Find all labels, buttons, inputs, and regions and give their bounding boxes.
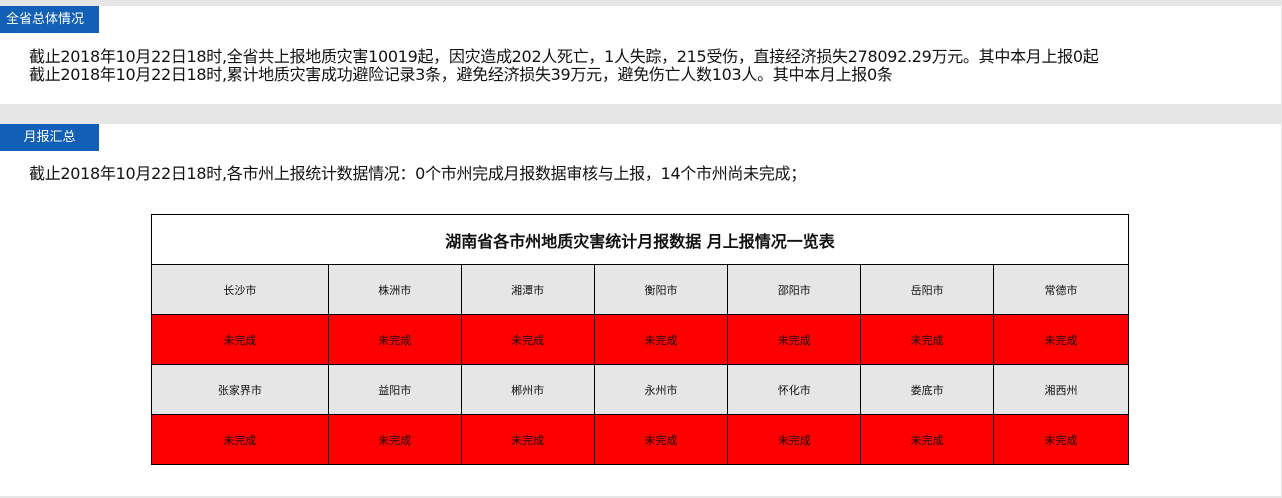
status-cell: 未完成 [593,414,729,465]
city-row: 长沙市 株洲市 湘潭市 衡阳市 邵阳市 岳阳市 常德市 [151,264,1129,315]
status-row: 未完成 未完成 未完成 未完成 未完成 未完成 未完成 [151,414,1129,465]
status-cell: 未完成 [860,314,995,365]
status-cell: 未完成 [593,314,729,365]
city-cell: 长沙市 [151,264,329,315]
status-cell: 未完成 [993,314,1129,365]
status-cell: 未完成 [727,314,862,365]
status-cell: 未完成 [460,314,595,365]
city-cell: 湘潭市 [460,264,595,315]
city-row: 张家界市 益阳市 郴州市 永州市 怀化市 娄底市 湘西州 [151,364,1129,415]
status-cell: 未完成 [151,314,329,365]
city-cell: 永州市 [593,364,729,415]
status-cell: 未完成 [327,414,462,465]
status-cell: 未完成 [727,414,862,465]
city-cell: 常德市 [993,264,1129,315]
overview-line-2: 截止2018年10月22日18时,累计地质灾害成功避险记录3条，避免经济损失39… [29,65,893,84]
city-cell: 郴州市 [460,364,595,415]
monthly-section: 月报汇总 截止2018年10月22日18时,各市州上报统计数据情况：0个市州完成… [0,124,1281,496]
status-cell: 未完成 [460,414,595,465]
city-cell: 邵阳市 [727,264,862,315]
city-cell: 张家界市 [151,364,329,415]
report-status-table: 湖南省各市州地质灾害统计月报数据 月上报情况一览表 长沙市 株洲市 湘潭市 衡阳市 邵阳… [151,214,1129,465]
status-cell: 未完成 [993,414,1129,465]
status-row: 未完成 未完成 未完成 未完成 未完成 未完成 未完成 [151,314,1129,365]
overview-section: 全省总体情况 截止2018年10月22日18时,全省共上报地质灾害10019起，… [0,6,1281,104]
overview-tag: 全省总体情况 [0,6,99,33]
monthly-tag: 月报汇总 [0,124,99,151]
status-cell: 未完成 [151,414,329,465]
table-title: 湖南省各市州地质灾害统计月报数据 月上报情况一览表 [151,214,1129,265]
overview-line-1: 截止2018年10月22日18时,全省共上报地质灾害10019起，因灾造成202… [29,47,1099,66]
status-cell: 未完成 [860,414,995,465]
status-cell: 未完成 [327,314,462,365]
city-cell: 益阳市 [327,364,462,415]
city-cell: 湘西州 [993,364,1129,415]
city-cell: 怀化市 [727,364,862,415]
monthly-summary: 截止2018年10月22日18时,各市州上报统计数据情况：0个市州完成月报数据审… [29,164,806,183]
city-cell: 娄底市 [860,364,995,415]
city-cell: 岳阳市 [860,264,995,315]
city-cell: 株洲市 [327,264,462,315]
city-cell: 衡阳市 [593,264,729,315]
